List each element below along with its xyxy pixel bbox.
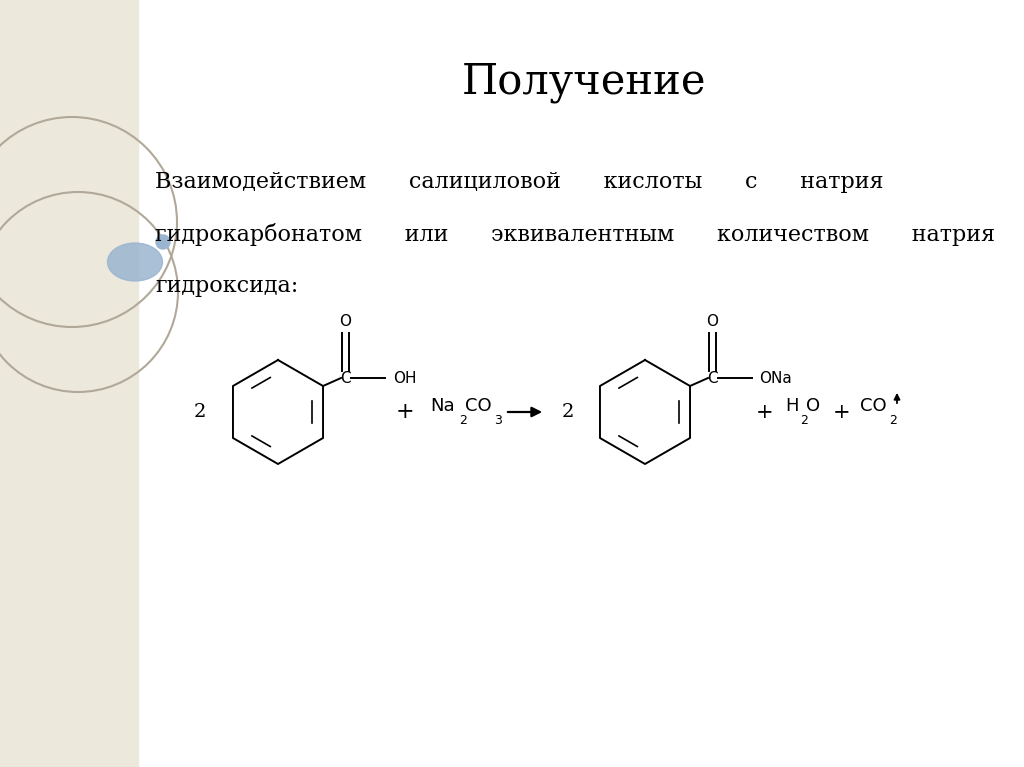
- Text: OH: OH: [393, 370, 417, 386]
- Ellipse shape: [108, 243, 163, 281]
- Text: +: +: [834, 403, 851, 422]
- Text: C: C: [340, 370, 350, 386]
- Circle shape: [156, 235, 170, 249]
- Text: 2: 2: [459, 413, 467, 426]
- Text: ONa: ONa: [759, 370, 792, 386]
- Text: Получение: Получение: [462, 61, 706, 103]
- Text: CO: CO: [860, 397, 887, 415]
- Text: +: +: [395, 401, 415, 423]
- Text: O: O: [706, 314, 718, 328]
- Text: +: +: [756, 403, 774, 422]
- Text: гидроксида:: гидроксида:: [155, 275, 298, 297]
- Text: H: H: [785, 397, 799, 415]
- Text: Взаимодействием      салициловой      кислоты      с      натрия: Взаимодействием салициловой кислоты с на…: [155, 171, 884, 193]
- Text: Na: Na: [430, 397, 455, 415]
- Text: CO: CO: [465, 397, 492, 415]
- Bar: [0, 0, 138, 767]
- Text: C: C: [707, 370, 718, 386]
- Text: 3: 3: [494, 413, 502, 426]
- Text: 2: 2: [562, 403, 574, 421]
- Text: 2: 2: [194, 403, 206, 421]
- Text: 2: 2: [801, 413, 808, 426]
- Text: 2: 2: [890, 413, 897, 426]
- Text: O: O: [339, 314, 351, 328]
- Text: O: O: [806, 397, 820, 415]
- Text: гидрокарбонатом      или      эквивалентным      количеством      натрия: гидрокарбонатом или эквивалентным количе…: [155, 222, 995, 245]
